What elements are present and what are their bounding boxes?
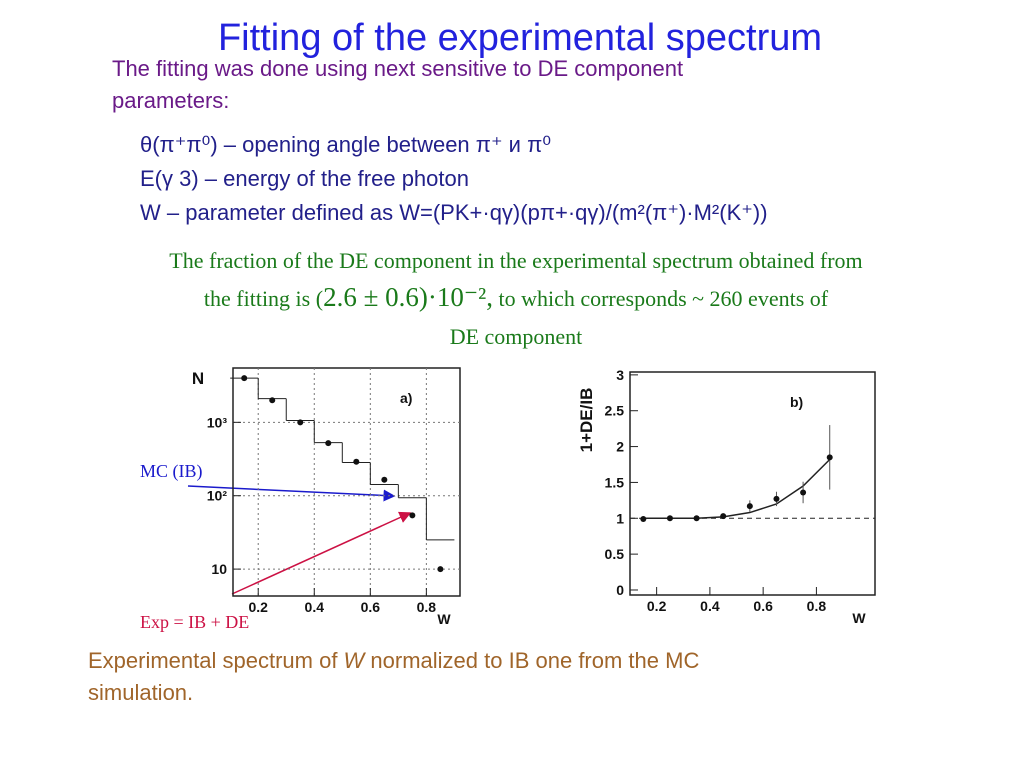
y-tick-label: 1 bbox=[616, 510, 624, 526]
annotation: MC (IB) bbox=[140, 461, 203, 482]
caption: Experimental spectrum of W normalized to… bbox=[88, 648, 699, 673]
y-tick-label: 2 bbox=[616, 439, 624, 455]
y-axis-label: N bbox=[192, 369, 204, 388]
arrow bbox=[187, 485, 396, 502]
data-point bbox=[241, 375, 248, 382]
x-tick-label: 0.4 bbox=[305, 599, 325, 615]
data-point bbox=[269, 397, 276, 404]
data-point bbox=[666, 515, 673, 522]
plot-frame bbox=[629, 371, 876, 596]
fraction-part: the fitting is ( bbox=[204, 286, 323, 311]
y-tick-label: 10² bbox=[207, 488, 228, 504]
data-point bbox=[746, 503, 753, 510]
data-point bbox=[353, 458, 360, 465]
annotation: Exp = IB + DE bbox=[140, 612, 249, 632]
y-tick-label: 1.5 bbox=[605, 474, 625, 490]
title: Fitting of the experimental spectrum bbox=[218, 17, 822, 59]
x-axis-label: W bbox=[852, 610, 866, 626]
data-point bbox=[437, 566, 444, 573]
y-tick-label: 0.5 bbox=[605, 546, 625, 562]
data-point bbox=[693, 515, 700, 522]
fit-curve bbox=[643, 458, 831, 520]
data-point bbox=[409, 512, 416, 519]
x-tick-label: 0.8 bbox=[807, 598, 827, 614]
panel-label: a) bbox=[400, 390, 412, 406]
x-tick-label: 0.2 bbox=[248, 599, 268, 615]
x-axis-label: W bbox=[437, 611, 451, 627]
plot-frame bbox=[232, 367, 461, 597]
y-tick-label: 3 bbox=[616, 367, 624, 383]
intro: parameters: bbox=[112, 88, 229, 113]
x-tick-label: 0.4 bbox=[700, 598, 720, 614]
data-point bbox=[720, 513, 727, 520]
fraction-part: to which corresponds ~ 260 events of bbox=[493, 286, 829, 311]
intro: The fitting was done using next sensitiv… bbox=[112, 56, 683, 81]
parameter: W – parameter defined as W=(PK+·qγ)(pπ+·… bbox=[140, 200, 768, 225]
caption: simulation. bbox=[88, 680, 193, 705]
parameter: E(γ 3) – energy of the free photon bbox=[140, 166, 469, 191]
data-point bbox=[640, 515, 647, 522]
fraction-value: 2.6 ± 0.6)·10⁻², bbox=[323, 282, 493, 312]
data-point bbox=[381, 476, 388, 483]
data-point bbox=[297, 419, 304, 426]
y-axis-label: 1+DE/IB bbox=[577, 388, 596, 453]
parameter: θ(π⁺π⁰) – opening angle between π⁺ и π⁰ bbox=[140, 132, 551, 157]
x-tick-label: 0.6 bbox=[361, 599, 381, 615]
data-point bbox=[800, 489, 807, 496]
y-tick-label: 10 bbox=[211, 561, 227, 577]
data-point bbox=[826, 454, 833, 461]
caption-part: normalized to IB one from the MC bbox=[364, 648, 699, 673]
y-tick-label: 10³ bbox=[207, 414, 228, 430]
x-tick-label: 0.6 bbox=[753, 598, 773, 614]
data-point bbox=[773, 495, 780, 502]
caption-part: W bbox=[344, 648, 367, 673]
arrow bbox=[231, 511, 412, 595]
caption-part: Experimental spectrum of bbox=[88, 648, 344, 673]
y-tick-label: 2.5 bbox=[605, 403, 625, 419]
fraction-text: DE component bbox=[450, 324, 583, 349]
fraction-text: The fraction of the DE component in the … bbox=[169, 248, 862, 273]
y-tick-label: 0 bbox=[616, 582, 624, 598]
fraction-text: the fitting is (2.6 ± 0.6)·10⁻², to whic… bbox=[204, 282, 829, 312]
data-point bbox=[325, 440, 332, 447]
panel-label: b) bbox=[790, 394, 803, 410]
x-tick-label: 0.2 bbox=[647, 598, 667, 614]
x-tick-label: 0.8 bbox=[417, 599, 437, 615]
